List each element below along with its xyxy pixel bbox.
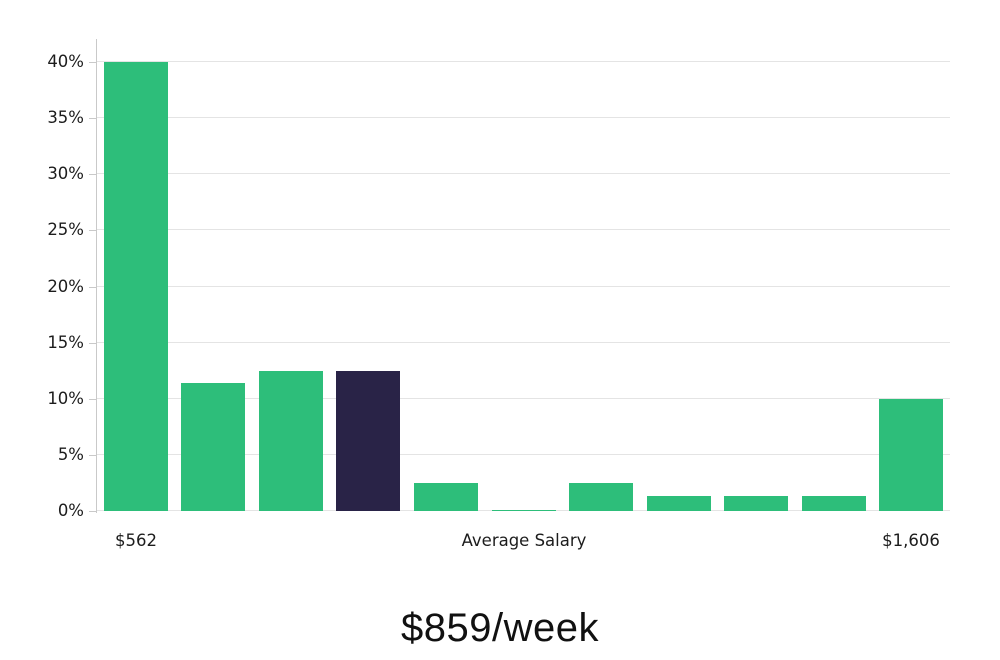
bar xyxy=(491,509,556,511)
gridline-5 xyxy=(97,453,950,455)
y-tick-mark-40 xyxy=(89,62,97,63)
y-tick-mark-0 xyxy=(89,511,97,512)
gridline-30 xyxy=(97,173,950,175)
y-tick-mark-10 xyxy=(89,398,97,400)
x-label-average-salary: Average Salary xyxy=(461,531,587,550)
y-tick-label-5: 5% xyxy=(57,444,84,464)
y-tick-label-35: 35% xyxy=(47,108,84,128)
chart-title: $859/week xyxy=(401,606,599,650)
x-label-max-salary: $1,606 xyxy=(882,531,940,550)
gridline-40 xyxy=(97,61,950,62)
bar xyxy=(181,383,246,511)
y-tick-label-25: 25% xyxy=(47,220,84,240)
bar-highlighted xyxy=(336,370,401,511)
gridline-10 xyxy=(97,397,950,399)
gridline-35 xyxy=(97,117,950,119)
y-tick-label-10: 10% xyxy=(47,388,84,408)
bar xyxy=(646,496,711,511)
bar xyxy=(413,482,478,511)
bar xyxy=(258,370,323,511)
y-tick-label-15: 15% xyxy=(47,332,84,352)
bar xyxy=(103,62,168,511)
x-label-min-salary: $562 xyxy=(115,531,157,550)
gridline-20 xyxy=(97,285,950,287)
y-tick-label-30: 30% xyxy=(47,164,84,184)
plot-area xyxy=(97,61,950,511)
y-tick-mark-25 xyxy=(89,230,97,232)
bar xyxy=(879,398,944,511)
gridline-15 xyxy=(97,341,950,343)
gridline-25 xyxy=(97,229,950,231)
y-tick-label-40: 40% xyxy=(47,52,84,71)
bar xyxy=(569,482,634,511)
y-tick-label-20: 20% xyxy=(47,276,84,296)
y-tick-mark-30 xyxy=(89,174,97,176)
y-tick-mark-5 xyxy=(89,454,97,456)
bar xyxy=(801,496,866,511)
bar xyxy=(724,496,789,511)
y-tick-label-0: 0% xyxy=(57,501,84,520)
y-axis-line xyxy=(96,39,97,513)
y-tick-mark-35 xyxy=(89,118,97,120)
y-tick-mark-20 xyxy=(89,286,97,288)
y-tick-mark-15 xyxy=(89,342,97,344)
